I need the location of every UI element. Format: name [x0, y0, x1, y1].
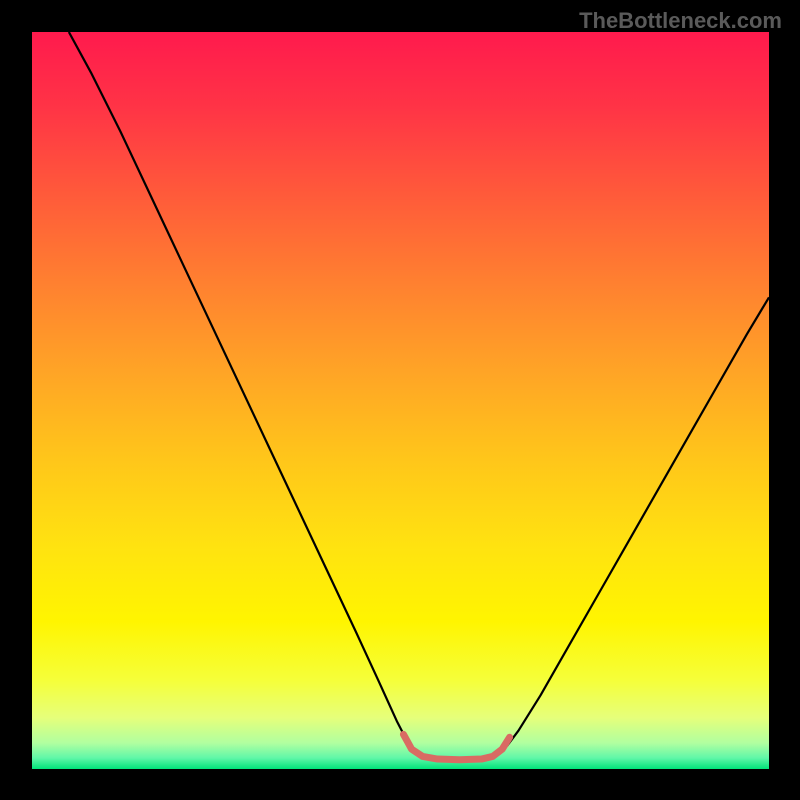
bottleneck-curve [69, 32, 769, 759]
chart-plot-area [32, 32, 769, 769]
highlight-min-segment [403, 734, 509, 759]
chart-svg-layer [32, 32, 769, 769]
watermark-text: TheBottleneck.com [579, 8, 782, 34]
